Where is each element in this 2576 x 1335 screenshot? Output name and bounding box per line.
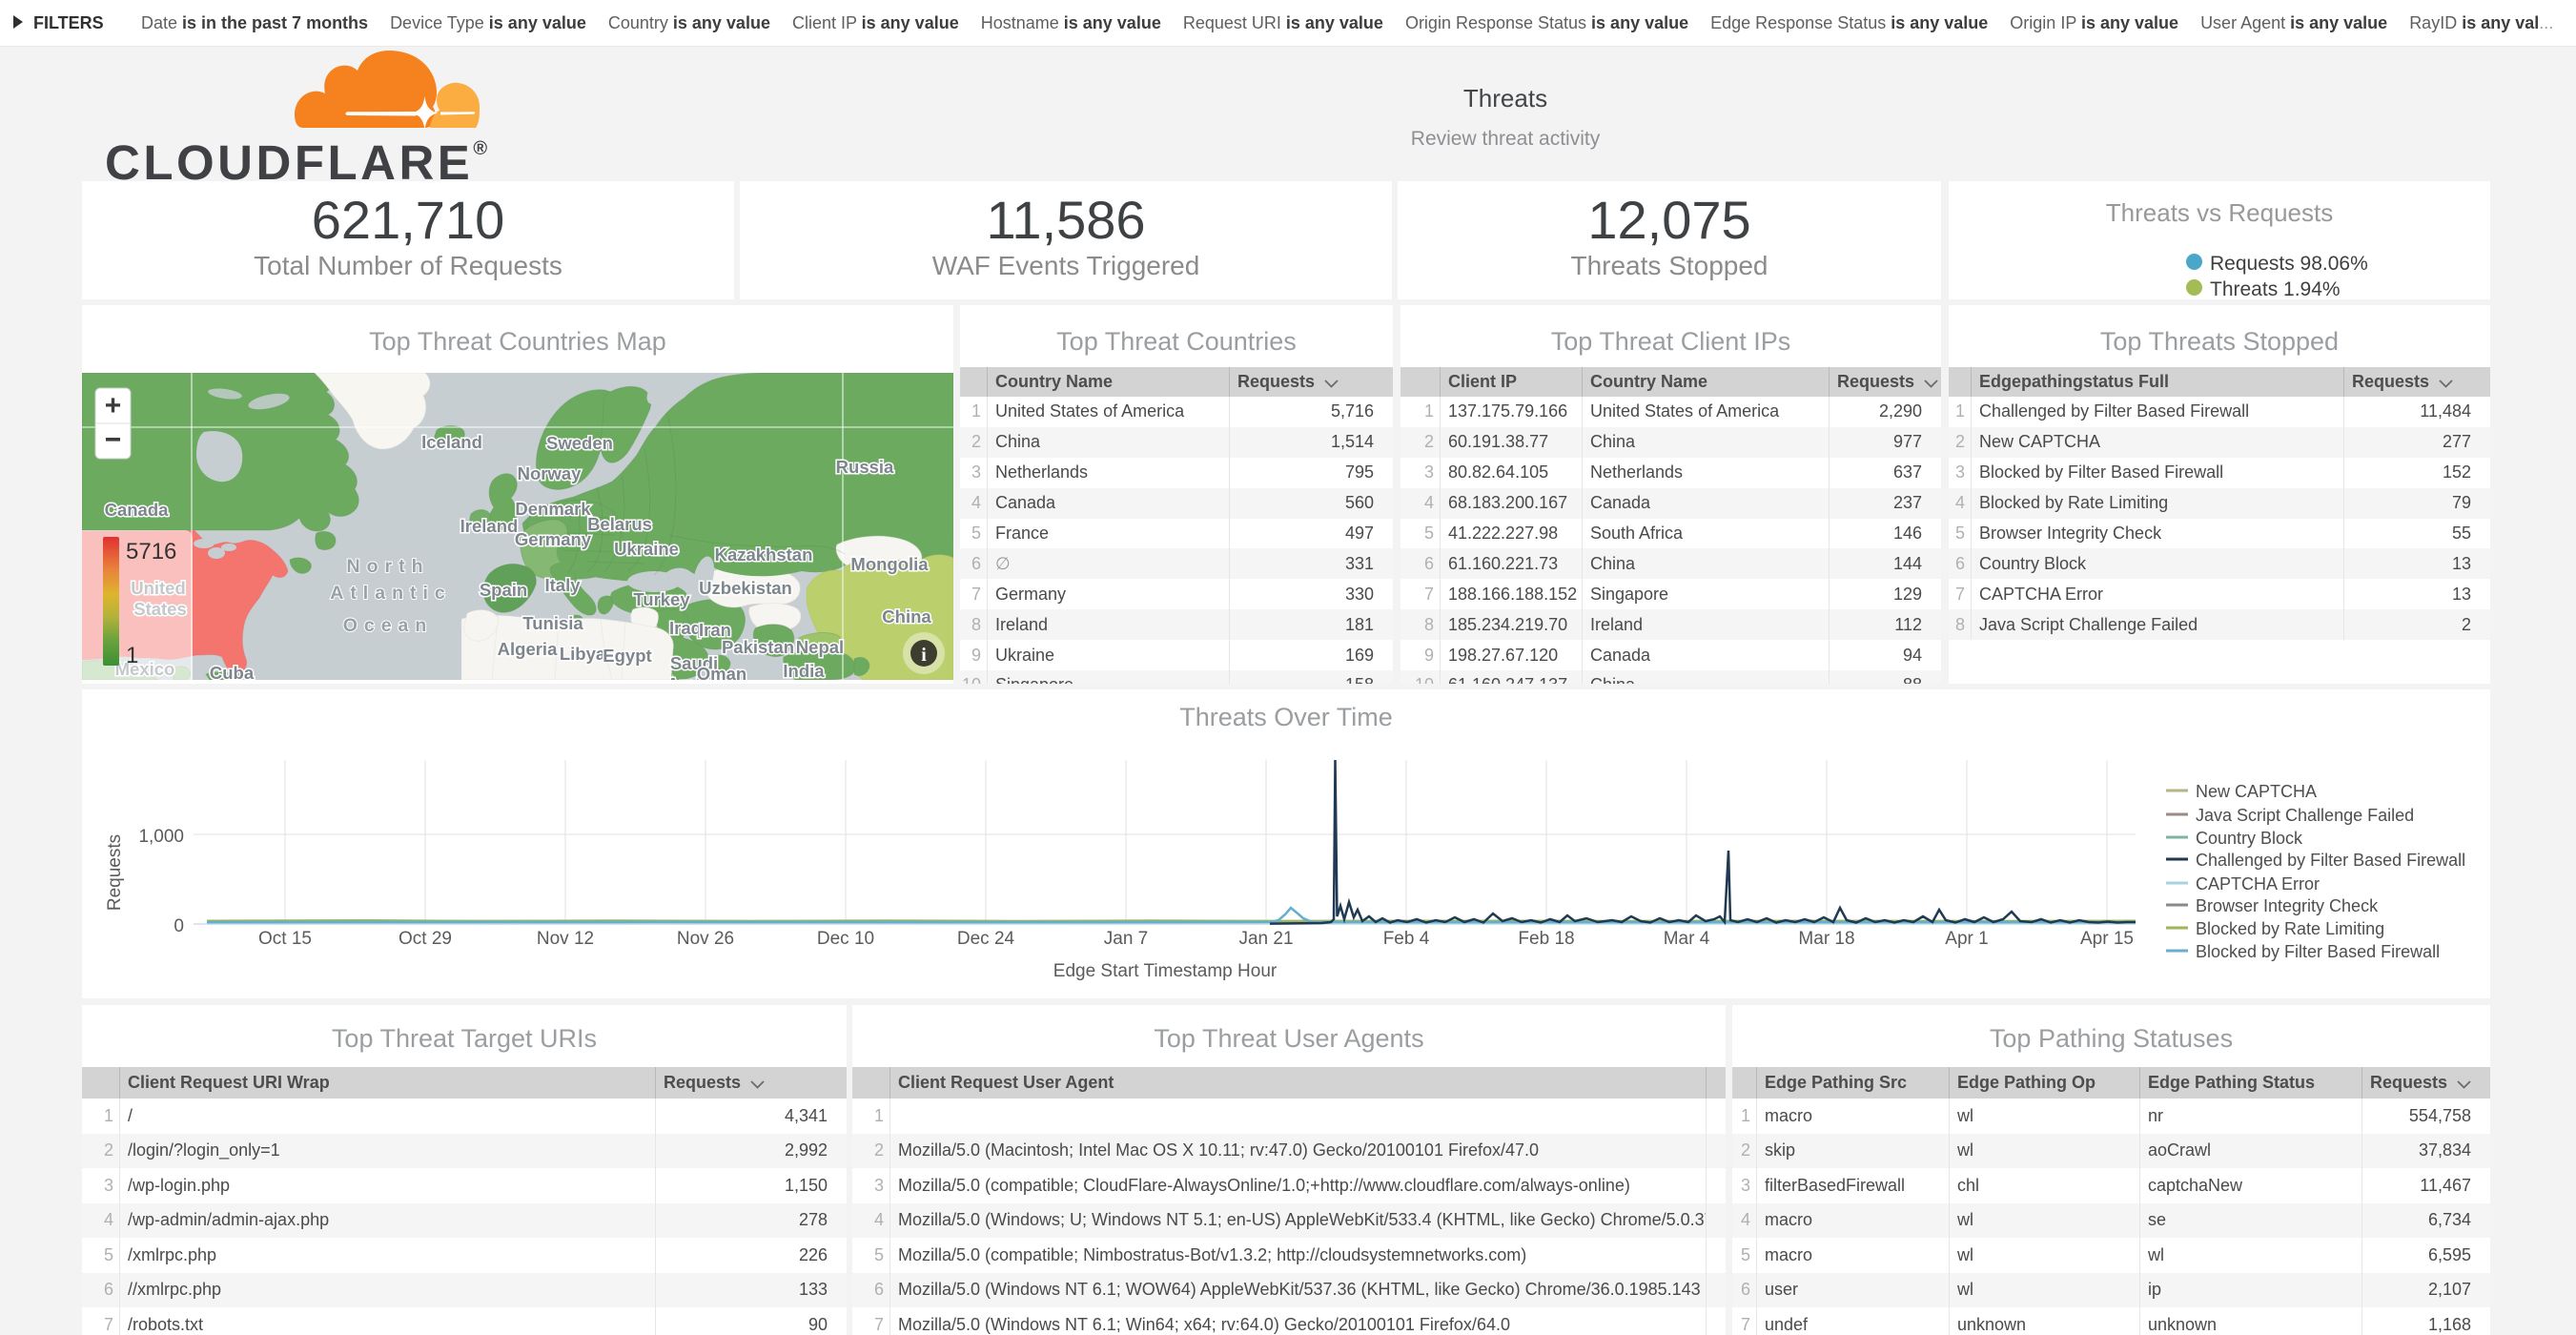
svg-text:Challenged by Filter Based Fir: Challenged by Filter Based Firewall: [2196, 851, 2465, 870]
svg-text:Libya: Libya: [560, 644, 606, 664]
svg-text:Germany: Germany: [515, 529, 592, 549]
svg-text:Feb 18: Feb 18: [1518, 929, 1574, 949]
svg-text:1,000: 1,000: [138, 827, 184, 847]
svg-text:Jan 21: Jan 21: [1238, 929, 1293, 949]
svg-text:Russia: Russia: [836, 457, 894, 477]
svg-text:1: 1: [126, 643, 138, 668]
svg-text:Oct 29: Oct 29: [399, 929, 452, 949]
svg-text:Nov 12: Nov 12: [537, 929, 594, 949]
svg-text:Pakistan: Pakistan: [722, 637, 794, 657]
svg-text:Requests: Requests: [105, 834, 125, 911]
svg-text:Apr 1: Apr 1: [1945, 929, 1988, 949]
svg-text:Iran: Iran: [699, 620, 731, 640]
svg-text:Dec 10: Dec 10: [817, 929, 874, 949]
svg-text:Ocean: Ocean: [343, 615, 434, 636]
svg-text:Ukraine: Ukraine: [614, 539, 679, 559]
svg-text:Kazakhstan: Kazakhstan: [715, 544, 813, 565]
svg-text:+: +: [105, 390, 122, 421]
svg-text:Oman: Oman: [697, 664, 746, 680]
svg-text:Belarus: Belarus: [587, 514, 652, 534]
svg-text:Iraq: Iraq: [669, 618, 702, 638]
svg-text:Saudi: Saudi: [670, 653, 718, 673]
svg-text:Ireland: Ireland: [460, 516, 519, 536]
svg-text:Canada: Canada: [105, 500, 170, 520]
svg-text:Blocked by Filter Based Firewa: Blocked by Filter Based Firewall: [2196, 942, 2440, 961]
svg-text:Algeria: Algeria: [498, 639, 558, 659]
svg-text:Iceland: Iceland: [421, 432, 482, 452]
svg-text:Edge Start Timestamp Hour: Edge Start Timestamp Hour: [1053, 961, 1278, 981]
svg-text:Tunisia: Tunisia: [522, 613, 583, 633]
svg-text:Mongolia: Mongolia: [850, 554, 929, 574]
svg-text:0: 0: [174, 916, 184, 936]
svg-text:Arabia: Arabia: [666, 674, 722, 680]
svg-text:Norway: Norway: [518, 463, 583, 483]
svg-text:Feb 4: Feb 4: [1383, 929, 1430, 949]
svg-text:Denmark: Denmark: [515, 499, 591, 519]
svg-text:Uzbekistan: Uzbekistan: [699, 578, 792, 598]
svg-text:Cuba: Cuba: [210, 663, 255, 680]
svg-text:Mar 18: Mar 18: [1798, 929, 1854, 949]
svg-text:China: China: [882, 606, 931, 626]
svg-text:New CAPTCHA: New CAPTCHA: [2196, 782, 2317, 801]
svg-text:Mar 4: Mar 4: [1664, 929, 1710, 949]
svg-text:Turkey: Turkey: [633, 589, 690, 609]
svg-text:Country Block: Country Block: [2196, 829, 2303, 848]
svg-text:Java Script Challenge Failed: Java Script Challenge Failed: [2196, 806, 2414, 825]
svg-text:Apr 15: Apr 15: [2080, 929, 2134, 949]
svg-text:Sweden: Sweden: [546, 433, 613, 453]
svg-text:i: i: [921, 645, 927, 666]
svg-text:Oct 15: Oct 15: [258, 929, 312, 949]
svg-text:India: India: [783, 661, 825, 680]
svg-text:Atlantic: Atlantic: [330, 583, 452, 604]
svg-text:CAPTCHA Error: CAPTCHA Error: [2196, 874, 2320, 893]
svg-text:Dec 24: Dec 24: [957, 929, 1015, 949]
svg-text:North: North: [347, 556, 430, 577]
svg-text:Nov 26: Nov 26: [677, 929, 734, 949]
svg-text:Nepal: Nepal: [796, 637, 844, 657]
svg-text:5716: 5716: [126, 539, 176, 565]
svg-text:Spain: Spain: [480, 580, 527, 600]
svg-text:Jan 7: Jan 7: [1104, 929, 1148, 949]
svg-text:Blocked by Rate Limiting: Blocked by Rate Limiting: [2196, 919, 2384, 938]
svg-text:Browser Integrity Check: Browser Integrity Check: [2196, 896, 2379, 915]
svg-text:Egypt: Egypt: [603, 646, 651, 666]
svg-text:Italy: Italy: [544, 575, 581, 595]
